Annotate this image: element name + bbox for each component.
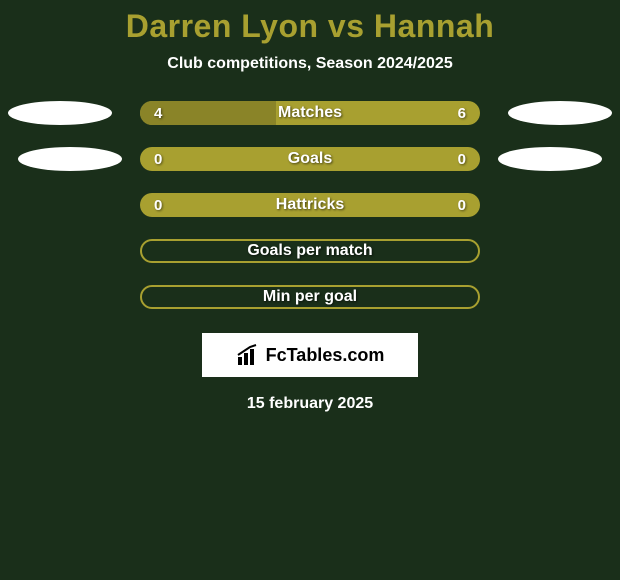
logo-text: FcTables.com	[266, 345, 385, 366]
player-left-ellipse	[8, 101, 112, 125]
comparison-container: Darren Lyon vs Hannah Club competitions,…	[0, 0, 620, 413]
player-left-ellipse	[18, 147, 122, 171]
player-right-ellipse	[508, 101, 612, 125]
stat-label: Min per goal	[263, 288, 357, 306]
stat-right-value: 0	[458, 197, 466, 214]
stat-label: Matches	[278, 104, 342, 122]
chart-icon	[236, 343, 260, 367]
stat-right-value: 0	[458, 151, 466, 168]
stat-row-gpm: Goals per match	[0, 239, 620, 263]
stats-rows: 4 Matches 6 0 Goals 0 0 Hattricks 0	[0, 101, 620, 309]
stat-label: Hattricks	[276, 196, 344, 214]
stat-left-value: 0	[154, 197, 162, 214]
stat-left-value: 4	[154, 105, 162, 122]
stat-bar: 0 Goals 0	[140, 147, 480, 171]
stat-right-value: 6	[458, 105, 466, 122]
stat-bar-outline: Goals per match	[140, 239, 480, 263]
stat-label: Goals	[288, 150, 332, 168]
source-logo-box: FcTables.com	[202, 333, 418, 377]
stat-bar-outline: Min per goal	[140, 285, 480, 309]
stat-row-matches: 4 Matches 6	[0, 101, 620, 125]
stat-bar: 4 Matches 6	[140, 101, 480, 125]
subtitle: Club competitions, Season 2024/2025	[0, 55, 620, 73]
date-text: 15 february 2025	[0, 395, 620, 413]
page-title: Darren Lyon vs Hannah	[0, 8, 620, 45]
stat-row-mpg: Min per goal	[0, 285, 620, 309]
stat-row-goals: 0 Goals 0	[0, 147, 620, 171]
stat-row-hattricks: 0 Hattricks 0	[0, 193, 620, 217]
stat-left-value: 0	[154, 151, 162, 168]
stat-bar: 0 Hattricks 0	[140, 193, 480, 217]
stat-label: Goals per match	[247, 242, 372, 260]
player-right-ellipse	[498, 147, 602, 171]
